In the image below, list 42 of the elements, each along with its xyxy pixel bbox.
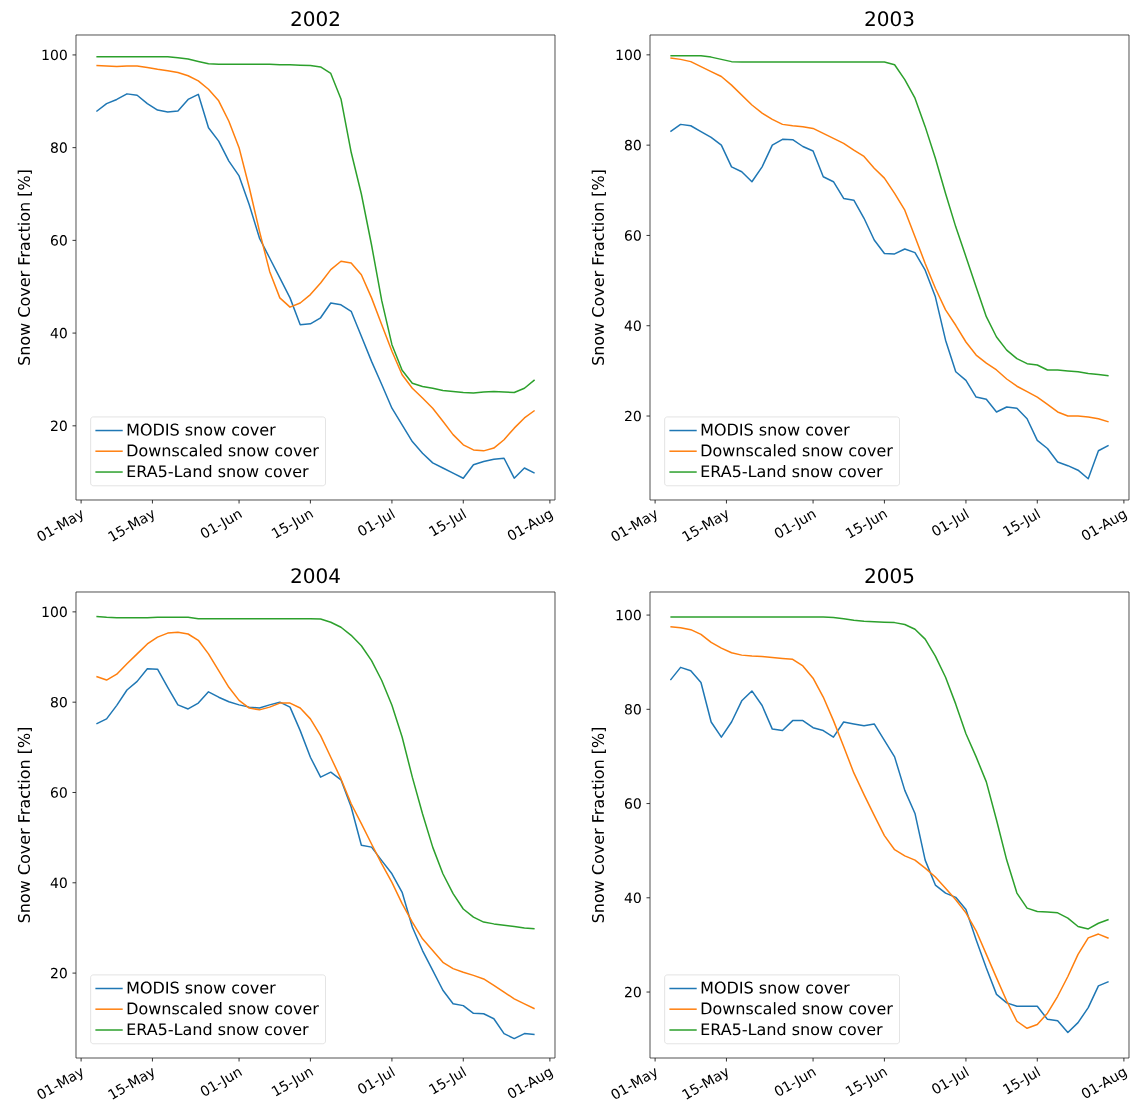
y-axis-title: Snow Cover Fraction [%] xyxy=(17,170,32,365)
y-tick-label: 100 xyxy=(616,49,641,61)
y-tick-label: 60 xyxy=(624,230,641,241)
legend-label: MODIS snow cover xyxy=(127,981,276,994)
chart-title: 2003 xyxy=(865,11,914,27)
legend-label: ERA5-Land snow cover xyxy=(127,464,309,478)
legend-label: ERA5-Land snow cover xyxy=(701,464,883,478)
legend-label: ERA5-Land snow cover xyxy=(127,1022,309,1036)
legend-label: Downscaled snow cover xyxy=(701,1002,893,1015)
legend-label: Downscaled snow cover xyxy=(127,444,319,457)
y-tick-label: 100 xyxy=(42,606,67,618)
chart-title: 2005 xyxy=(865,568,914,584)
y-tick-label: 80 xyxy=(624,139,641,151)
chart-title: 2004 xyxy=(291,568,340,584)
y-axis-title: Snow Cover Fraction [%] xyxy=(591,727,606,923)
y-tick-label: 40 xyxy=(50,877,67,889)
y-tick-label: 80 xyxy=(624,704,641,715)
y-tick-label: 40 xyxy=(624,320,641,332)
y-tick-label: 20 xyxy=(51,967,67,979)
legend-label: MODIS snow cover xyxy=(701,981,850,994)
y-axis-title: Snow Cover Fraction [%] xyxy=(591,170,606,365)
line-series xyxy=(95,668,536,1040)
legend-label: Downscaled snow cover xyxy=(701,444,893,457)
y-tick-label: 60 xyxy=(50,235,67,246)
line-series xyxy=(669,123,1110,480)
chart-title: 2002 xyxy=(291,11,339,27)
y-tick-label: 40 xyxy=(50,327,67,339)
y-tick-label: 60 xyxy=(50,787,67,798)
y-tick-label: 20 xyxy=(625,410,641,422)
y-tick-label: 40 xyxy=(624,892,641,904)
y-tick-label: 60 xyxy=(624,798,641,809)
y-tick-label: 80 xyxy=(50,142,67,153)
legend-label: Downscaled snow cover xyxy=(127,1002,319,1015)
y-tick-label: 100 xyxy=(42,49,67,61)
y-tick-label: 100 xyxy=(616,609,641,621)
legend-label: MODIS snow cover xyxy=(127,423,276,436)
y-tick-label: 20 xyxy=(51,420,67,432)
y-tick-label: 80 xyxy=(50,696,67,708)
legend-label: ERA5-Land snow cover xyxy=(701,1022,883,1036)
legend-label: MODIS snow cover xyxy=(701,423,850,436)
y-tick-label: 20 xyxy=(625,986,641,998)
y-axis-title: Snow Cover Fraction [%] xyxy=(17,727,32,923)
